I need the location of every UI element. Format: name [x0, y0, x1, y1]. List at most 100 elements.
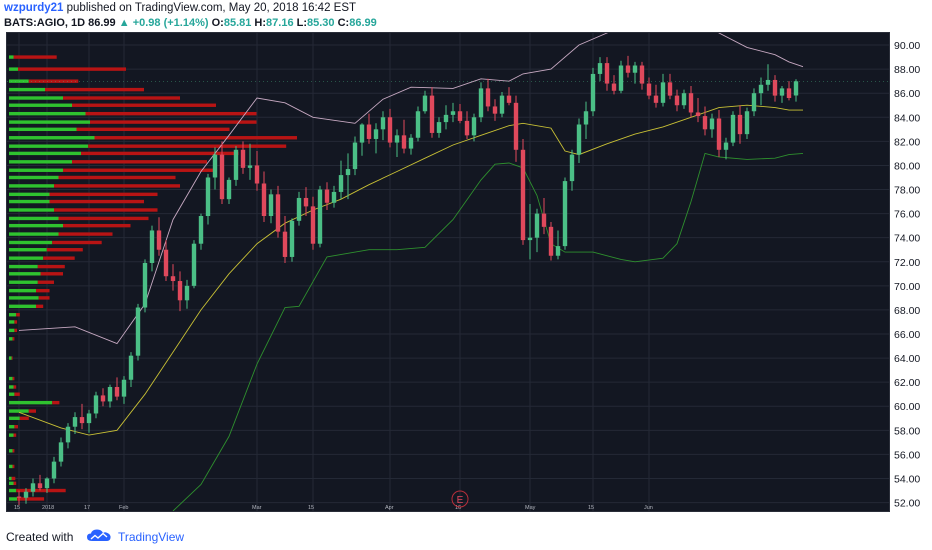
volume-profile-down-bar: [81, 151, 239, 156]
volume-profile-down-bar: [37, 280, 54, 284]
volume-profile-up-bar: [9, 337, 13, 341]
price-tick-label: 88.00: [894, 64, 920, 76]
volume-profile-up-bar: [9, 240, 53, 245]
volume-profile-down-bar: [63, 168, 216, 172]
candle-up: [149, 230, 155, 263]
volume-profile-up-bar: [9, 87, 45, 92]
candle-down: [702, 116, 708, 130]
price-tick-label: 68.00: [894, 305, 920, 317]
low-value: 85.30: [307, 17, 335, 29]
price-tick-label: 78.00: [894, 185, 920, 197]
price-axis[interactable]: 90.00 88.00 86.00 84.00 82.00 80.00 78.00 76.00…: [890, 32, 932, 512]
candle-down: [513, 102, 519, 150]
candle-up: [744, 111, 750, 135]
volume-profile-up-bar: [9, 313, 17, 317]
price-chart[interactable]: 15201817FebMar15Apr16May15JunEE: [7, 33, 889, 511]
candle-up: [562, 181, 568, 247]
candle-down: [100, 395, 106, 402]
volume-profile-down-bar: [37, 264, 65, 269]
candle-up: [233, 149, 239, 180]
candle-down: [541, 213, 547, 227]
candle-up: [730, 114, 736, 143]
volume-profile-down-bar: [12, 337, 15, 341]
candle-up: [268, 194, 274, 217]
candle-up: [597, 63, 603, 74]
volume-profile-down-bar: [54, 208, 158, 212]
volume-profile-down-bar: [94, 136, 297, 140]
price-tick-label: 84.00: [894, 112, 920, 124]
volume-profile-up-bar: [9, 320, 15, 324]
candle-up: [296, 197, 302, 221]
volume-profile-down-bar: [45, 87, 144, 92]
volume-profile-down-bar: [72, 160, 207, 164]
price-tick-label: 52.00: [894, 498, 920, 510]
candle-up: [205, 177, 211, 217]
candle-down: [485, 88, 491, 107]
tradingview-brand[interactable]: TradingView: [118, 530, 185, 544]
volume-profile-up-bar: [9, 481, 14, 486]
time-tick-label: 16: [455, 505, 461, 511]
candle-up: [779, 88, 785, 96]
candle-up: [128, 355, 134, 380]
candle-down: [275, 194, 281, 232]
volume-profile-up-bar: [9, 392, 15, 396]
volume-profile-up-bar: [9, 328, 15, 333]
volume-profile-down-bar: [52, 400, 60, 405]
price-tick-label: 60.00: [894, 401, 920, 413]
candle-down: [261, 183, 267, 217]
candle-down: [366, 124, 372, 139]
volume-profile-up-bar: [9, 184, 54, 188]
candle-down: [464, 120, 470, 136]
candle-down: [737, 114, 743, 135]
published-text: published on TradingView.com, May 20, 20…: [66, 2, 357, 14]
candle-up: [534, 213, 540, 238]
volume-profile-up-bar: [9, 296, 39, 300]
volume-profile-up-bar: [9, 476, 12, 481]
candle-up: [422, 95, 428, 112]
candle-down: [611, 83, 617, 91]
candle-up: [394, 135, 400, 143]
price-tick-label: 70.00: [894, 281, 920, 293]
candle-down: [492, 106, 498, 114]
volume-profile-up-bar: [9, 356, 12, 360]
volume-profile-up-bar: [9, 464, 13, 469]
candle-down: [429, 95, 435, 133]
volume-profile-up-bar: [9, 103, 72, 107]
volume-profile-up-bar: [9, 111, 86, 116]
candle-up: [51, 461, 57, 479]
volume-profile-up-bar: [9, 409, 29, 413]
volume-profile-down-bar: [16, 488, 66, 493]
volume-profile-up-bar: [9, 425, 15, 429]
candle-up: [86, 413, 92, 424]
volume-profile-up-bar: [9, 400, 53, 405]
candle-down: [786, 88, 792, 99]
author-name[interactable]: wzpurdy21: [4, 2, 64, 14]
candle-down: [170, 276, 176, 282]
volume-profile-up-bar: [9, 216, 59, 221]
candle-up: [317, 189, 323, 244]
candle-up: [408, 137, 414, 149]
candle-up: [758, 84, 764, 94]
publish-line: wzpurdy21 published on TradingView.com, …: [4, 2, 356, 14]
volume-profile-down-bar: [12, 449, 15, 453]
candle-up: [107, 386, 113, 402]
candle-up: [289, 220, 295, 257]
volume-profile-up-bar: [9, 433, 14, 437]
chart-pane[interactable]: 15201817FebMar15Apr16May15JunEE: [6, 32, 890, 512]
candle-up: [415, 111, 421, 138]
volume-profile-up-bar: [9, 385, 14, 389]
volume-profile-down-bar: [13, 55, 57, 59]
candle-down: [667, 82, 673, 96]
price-tick-label: 82.00: [894, 136, 920, 148]
candle-down: [506, 95, 512, 103]
candle-up: [331, 191, 337, 203]
volume-profile-up-bar: [9, 67, 18, 71]
time-tick-label: May: [525, 505, 536, 511]
price-tick-label: 62.00: [894, 377, 920, 389]
volume-profile-down-bar: [14, 328, 18, 333]
candle-up: [191, 243, 197, 286]
volume-profile-down-bar: [90, 120, 257, 124]
candle-up: [44, 478, 50, 489]
volume-profile-down-bar: [46, 248, 83, 252]
close-label: C:: [337, 17, 350, 29]
